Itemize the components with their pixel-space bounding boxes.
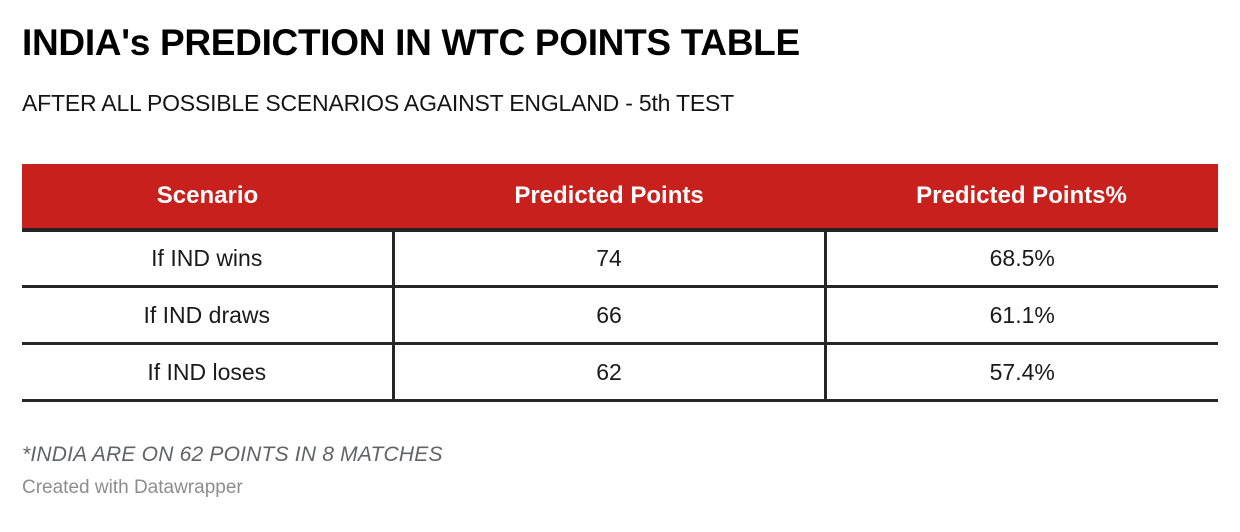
cell-predicted-points-pct: 61.1% [823, 286, 1218, 346]
cell-scenario: If IND wins [22, 229, 393, 289]
column-header-predicted-points-pct: Predicted Points% [825, 163, 1218, 232]
table-header-row: Scenario Predicted Points Predicted Poin… [22, 163, 1218, 232]
datawrapper-attribution: Created with Datawrapper [22, 477, 243, 499]
cell-predicted-points: 74 [391, 229, 825, 289]
table-header: Scenario Predicted Points Predicted Poin… [22, 163, 1218, 232]
points-table: Scenario Predicted Points Predicted Poin… [22, 163, 1218, 403]
cell-predicted-points-pct: 57.4% [823, 343, 1218, 403]
table-row: If IND wins 74 68.5% [22, 229, 1218, 289]
column-header-predicted-points: Predicted Points [393, 163, 825, 232]
table-row: If IND draws 66 61.1% [22, 286, 1218, 346]
cell-predicted-points: 66 [391, 286, 825, 346]
chart-footnote: *INDIA ARE ON 62 POINTS IN 8 MATCHES [22, 443, 443, 467]
table-row: If IND loses 62 57.4% [22, 343, 1218, 403]
cell-scenario: If IND draws [22, 286, 393, 346]
cell-scenario: If IND loses [22, 343, 393, 403]
table-body: If IND wins 74 68.5% If IND draws 66 61.… [22, 229, 1218, 403]
cell-predicted-points-pct: 68.5% [823, 229, 1218, 289]
column-header-scenario: Scenario [22, 163, 393, 232]
cell-predicted-points: 62 [391, 343, 825, 403]
chart-subtitle: AFTER ALL POSSIBLE SCENARIOS AGAINST ENG… [22, 89, 735, 116]
chart-title: INDIA's PREDICTION IN WTC POINTS TABLE [22, 22, 800, 63]
